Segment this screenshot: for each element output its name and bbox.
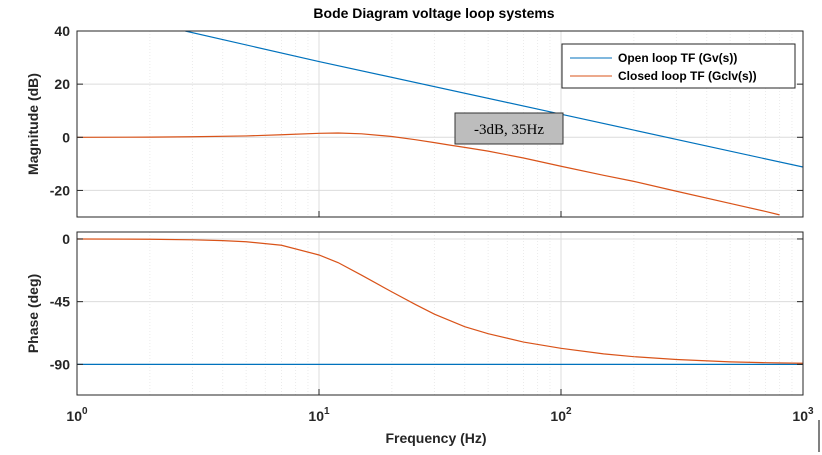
y-tick-label: 40: [54, 23, 70, 39]
magnitude-axes-box: [76, 30, 804, 218]
x-axis-label: Frequency (Hz): [385, 430, 486, 446]
chart-title: Bode Diagram voltage loop systems: [313, 5, 554, 21]
magnitude-y-ticks: 40 20 0 -20: [50, 23, 804, 217]
closed-loop-magnitude-line: [77, 132, 780, 216]
y-tick-label: -90: [50, 356, 70, 372]
legend-label-open-loop: Open loop TF (Gv(s)): [618, 51, 737, 65]
legend-box: [561, 43, 796, 89]
y-tick-label: -20: [50, 182, 70, 198]
x-tick-label: 101: [308, 406, 330, 424]
x-tick-label: 103: [792, 406, 814, 424]
x-tick-label: 100: [66, 406, 88, 424]
y-tick-label: 0: [62, 231, 70, 247]
phase-axes-box: [76, 231, 804, 396]
y-tick-label: 0: [62, 129, 70, 145]
x-tick-labels: 100 101 102 103: [66, 406, 814, 424]
phase-plot-area: [77, 232, 803, 395]
annotation-box: -3dB, 35Hz: [454, 112, 564, 145]
legend-label-closed-loop: Closed loop TF (Gclv(s)): [618, 69, 757, 83]
magnitude-y-axis-label: Magnitude (dB): [25, 73, 41, 175]
x-tick-label: 102: [550, 406, 572, 424]
magnitude-series: [77, 31, 803, 216]
open-loop-magnitude-line: [185, 31, 803, 168]
closed-loop-phase-line: [77, 238, 803, 364]
annotation-background: [454, 112, 564, 145]
legend: Open loop TF (Gv(s)) Closed loop TF (Gcl…: [561, 43, 796, 89]
phase-grid: [77, 232, 803, 395]
phase-y-axis-label: Phase (deg): [25, 274, 41, 353]
annotation-text: -3dB, 35Hz: [474, 122, 544, 138]
phase-y-ticks: 0 -45 -90: [50, 231, 804, 395]
y-tick-label: -45: [50, 294, 70, 310]
y-tick-label: 20: [54, 76, 70, 92]
phase-panel: 0 -45 -90 Phase (deg): [25, 231, 804, 396]
phase-series: [77, 238, 803, 365]
